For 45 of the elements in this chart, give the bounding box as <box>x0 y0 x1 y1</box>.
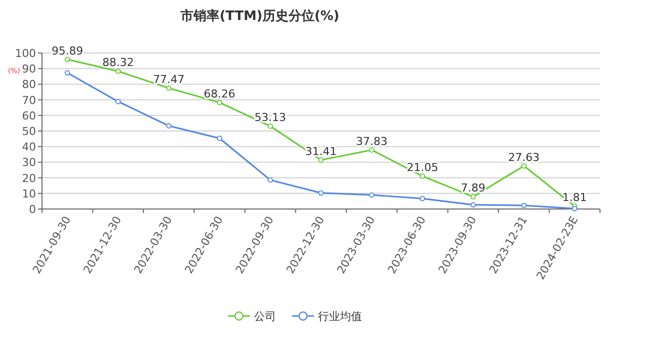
data-label: 21.05 <box>406 161 438 174</box>
point <box>166 85 172 91</box>
point <box>216 136 222 142</box>
data-label: 88.32 <box>102 56 134 70</box>
y-tick-label: 20 <box>22 172 36 185</box>
data-label: 7.89 <box>460 182 486 195</box>
point <box>115 98 121 104</box>
y-tick-label: 0 <box>29 203 36 216</box>
data-label: 95.89 <box>52 44 84 58</box>
point <box>420 196 426 202</box>
point <box>369 147 374 153</box>
data-label: 27.63 <box>508 150 540 164</box>
point <box>64 56 70 62</box>
point <box>521 202 527 208</box>
point <box>268 177 273 183</box>
point <box>115 68 121 74</box>
point <box>318 190 324 196</box>
legend-label: 行业均值 <box>318 310 362 323</box>
point <box>166 123 172 129</box>
point <box>470 194 476 200</box>
y-tick-label: 10 <box>22 187 36 200</box>
point <box>369 192 374 198</box>
point <box>64 70 70 76</box>
data-label: 53.13 <box>254 111 286 124</box>
point <box>318 157 324 163</box>
point <box>470 202 476 208</box>
data-label: 37.83 <box>356 134 388 148</box>
data-label: 77.47 <box>153 73 185 86</box>
data-label: 1.81 <box>562 191 587 204</box>
y-tick-label: 80 <box>22 78 36 92</box>
legend-label: 公司 <box>254 310 276 323</box>
point <box>572 206 578 212</box>
point <box>521 163 527 169</box>
y-tick-label: 30 <box>22 156 36 170</box>
y-tick-label: 70 <box>22 94 36 107</box>
point <box>216 100 222 106</box>
y-tick-label: 40 <box>22 140 36 154</box>
point <box>420 173 426 179</box>
y-tick-label: 100 <box>15 47 36 60</box>
y-tick-label: 60 <box>22 109 36 122</box>
y-tick-label: 90 <box>22 62 36 76</box>
chart-title: 市销率(TTM)历史分位(%) <box>180 8 340 24</box>
data-label: 68.26 <box>204 88 236 101</box>
y-tick-label: 50 <box>22 125 36 138</box>
point <box>268 123 273 129</box>
